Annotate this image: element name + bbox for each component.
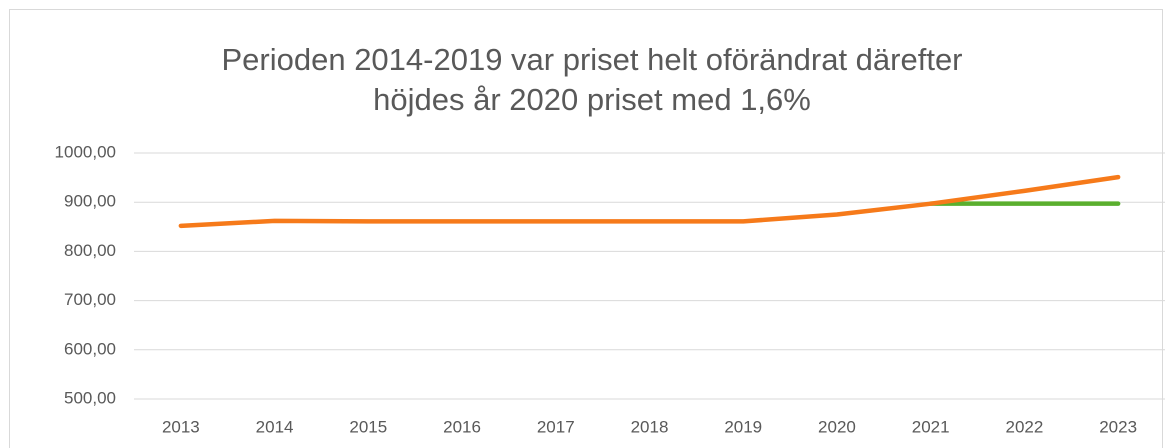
x-tick-label: 2019 xyxy=(724,417,762,436)
x-tick-label: 2021 xyxy=(912,417,950,436)
x-tick-label: 2016 xyxy=(443,417,481,436)
x-tick-label: 2013 xyxy=(162,417,200,436)
chart-title: höjdes år 2020 priset med 1,6% xyxy=(373,82,811,117)
x-tick-label: 2020 xyxy=(818,417,856,436)
y-tick-label: 700,00 xyxy=(64,290,116,309)
y-tick-label: 800,00 xyxy=(64,241,116,260)
y-tick-label: 900,00 xyxy=(64,192,116,211)
y-tick-label: 500,00 xyxy=(64,388,116,407)
x-tick-label: 2023 xyxy=(1099,417,1137,436)
y-tick-label: 1000,00 xyxy=(55,142,116,161)
y-tick-label: 600,00 xyxy=(64,339,116,358)
series-line xyxy=(178,174,1121,229)
x-tick-label: 2022 xyxy=(1005,417,1043,436)
chart-title: Perioden 2014-2019 var priset helt oförä… xyxy=(221,42,962,77)
x-tick-label: 2018 xyxy=(631,417,669,436)
x-tick-label: 2017 xyxy=(537,417,575,436)
x-tick-label: 2015 xyxy=(349,417,387,436)
x-tick-label: 2014 xyxy=(256,417,294,436)
chart-border xyxy=(9,9,1163,448)
